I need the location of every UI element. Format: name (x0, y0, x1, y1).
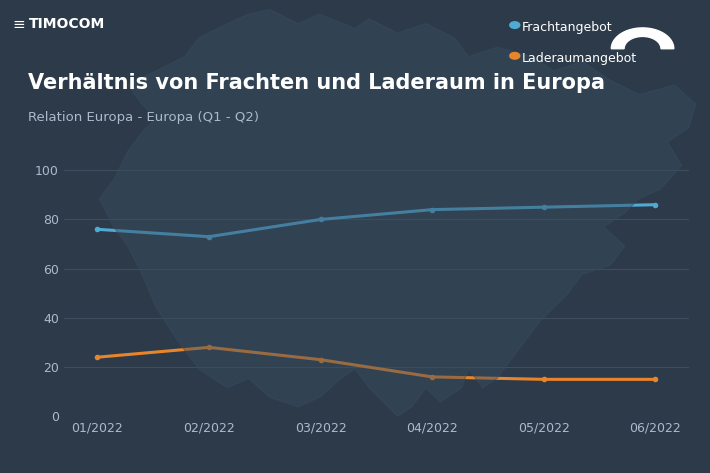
Text: Laderaumangebot: Laderaumangebot (522, 52, 637, 65)
Polygon shape (611, 28, 674, 49)
Text: Relation Europa - Europa (Q1 - Q2): Relation Europa - Europa (Q1 - Q2) (28, 111, 259, 124)
Text: ≡: ≡ (12, 17, 25, 32)
Text: Frachtangebot: Frachtangebot (522, 21, 613, 34)
Text: Verhältnis von Frachten und Laderaum in Europa: Verhältnis von Frachten und Laderaum in … (28, 73, 606, 93)
Polygon shape (99, 9, 696, 416)
Text: TIMOCOM: TIMOCOM (28, 17, 104, 31)
